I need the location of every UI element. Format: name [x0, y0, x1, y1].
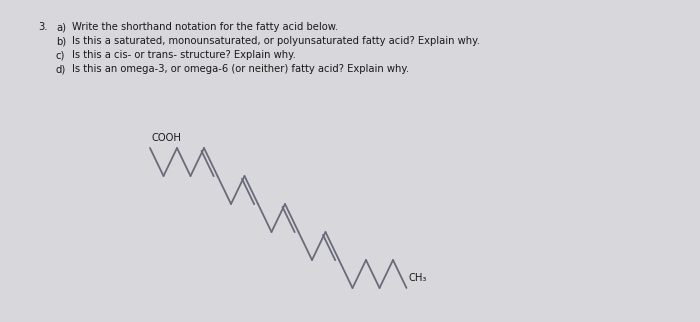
Text: Is this an omega-3, or omega-6 (or neither) fatty acid? Explain why.: Is this an omega-3, or omega-6 (or neith… [72, 64, 409, 74]
Text: b): b) [56, 36, 66, 46]
Text: CH₃: CH₃ [409, 273, 427, 283]
Text: COOH: COOH [151, 133, 181, 143]
Text: c): c) [56, 50, 65, 60]
Text: a): a) [56, 22, 66, 32]
Text: Write the shorthand notation for the fatty acid below.: Write the shorthand notation for the fat… [72, 22, 338, 32]
Text: d): d) [56, 64, 66, 74]
Text: 3.: 3. [38, 22, 48, 32]
Text: Is this a saturated, monounsaturated, or polyunsaturated fatty acid? Explain why: Is this a saturated, monounsaturated, or… [72, 36, 480, 46]
Text: Is this a cis- or trans- structure? Explain why.: Is this a cis- or trans- structure? Expl… [72, 50, 296, 60]
